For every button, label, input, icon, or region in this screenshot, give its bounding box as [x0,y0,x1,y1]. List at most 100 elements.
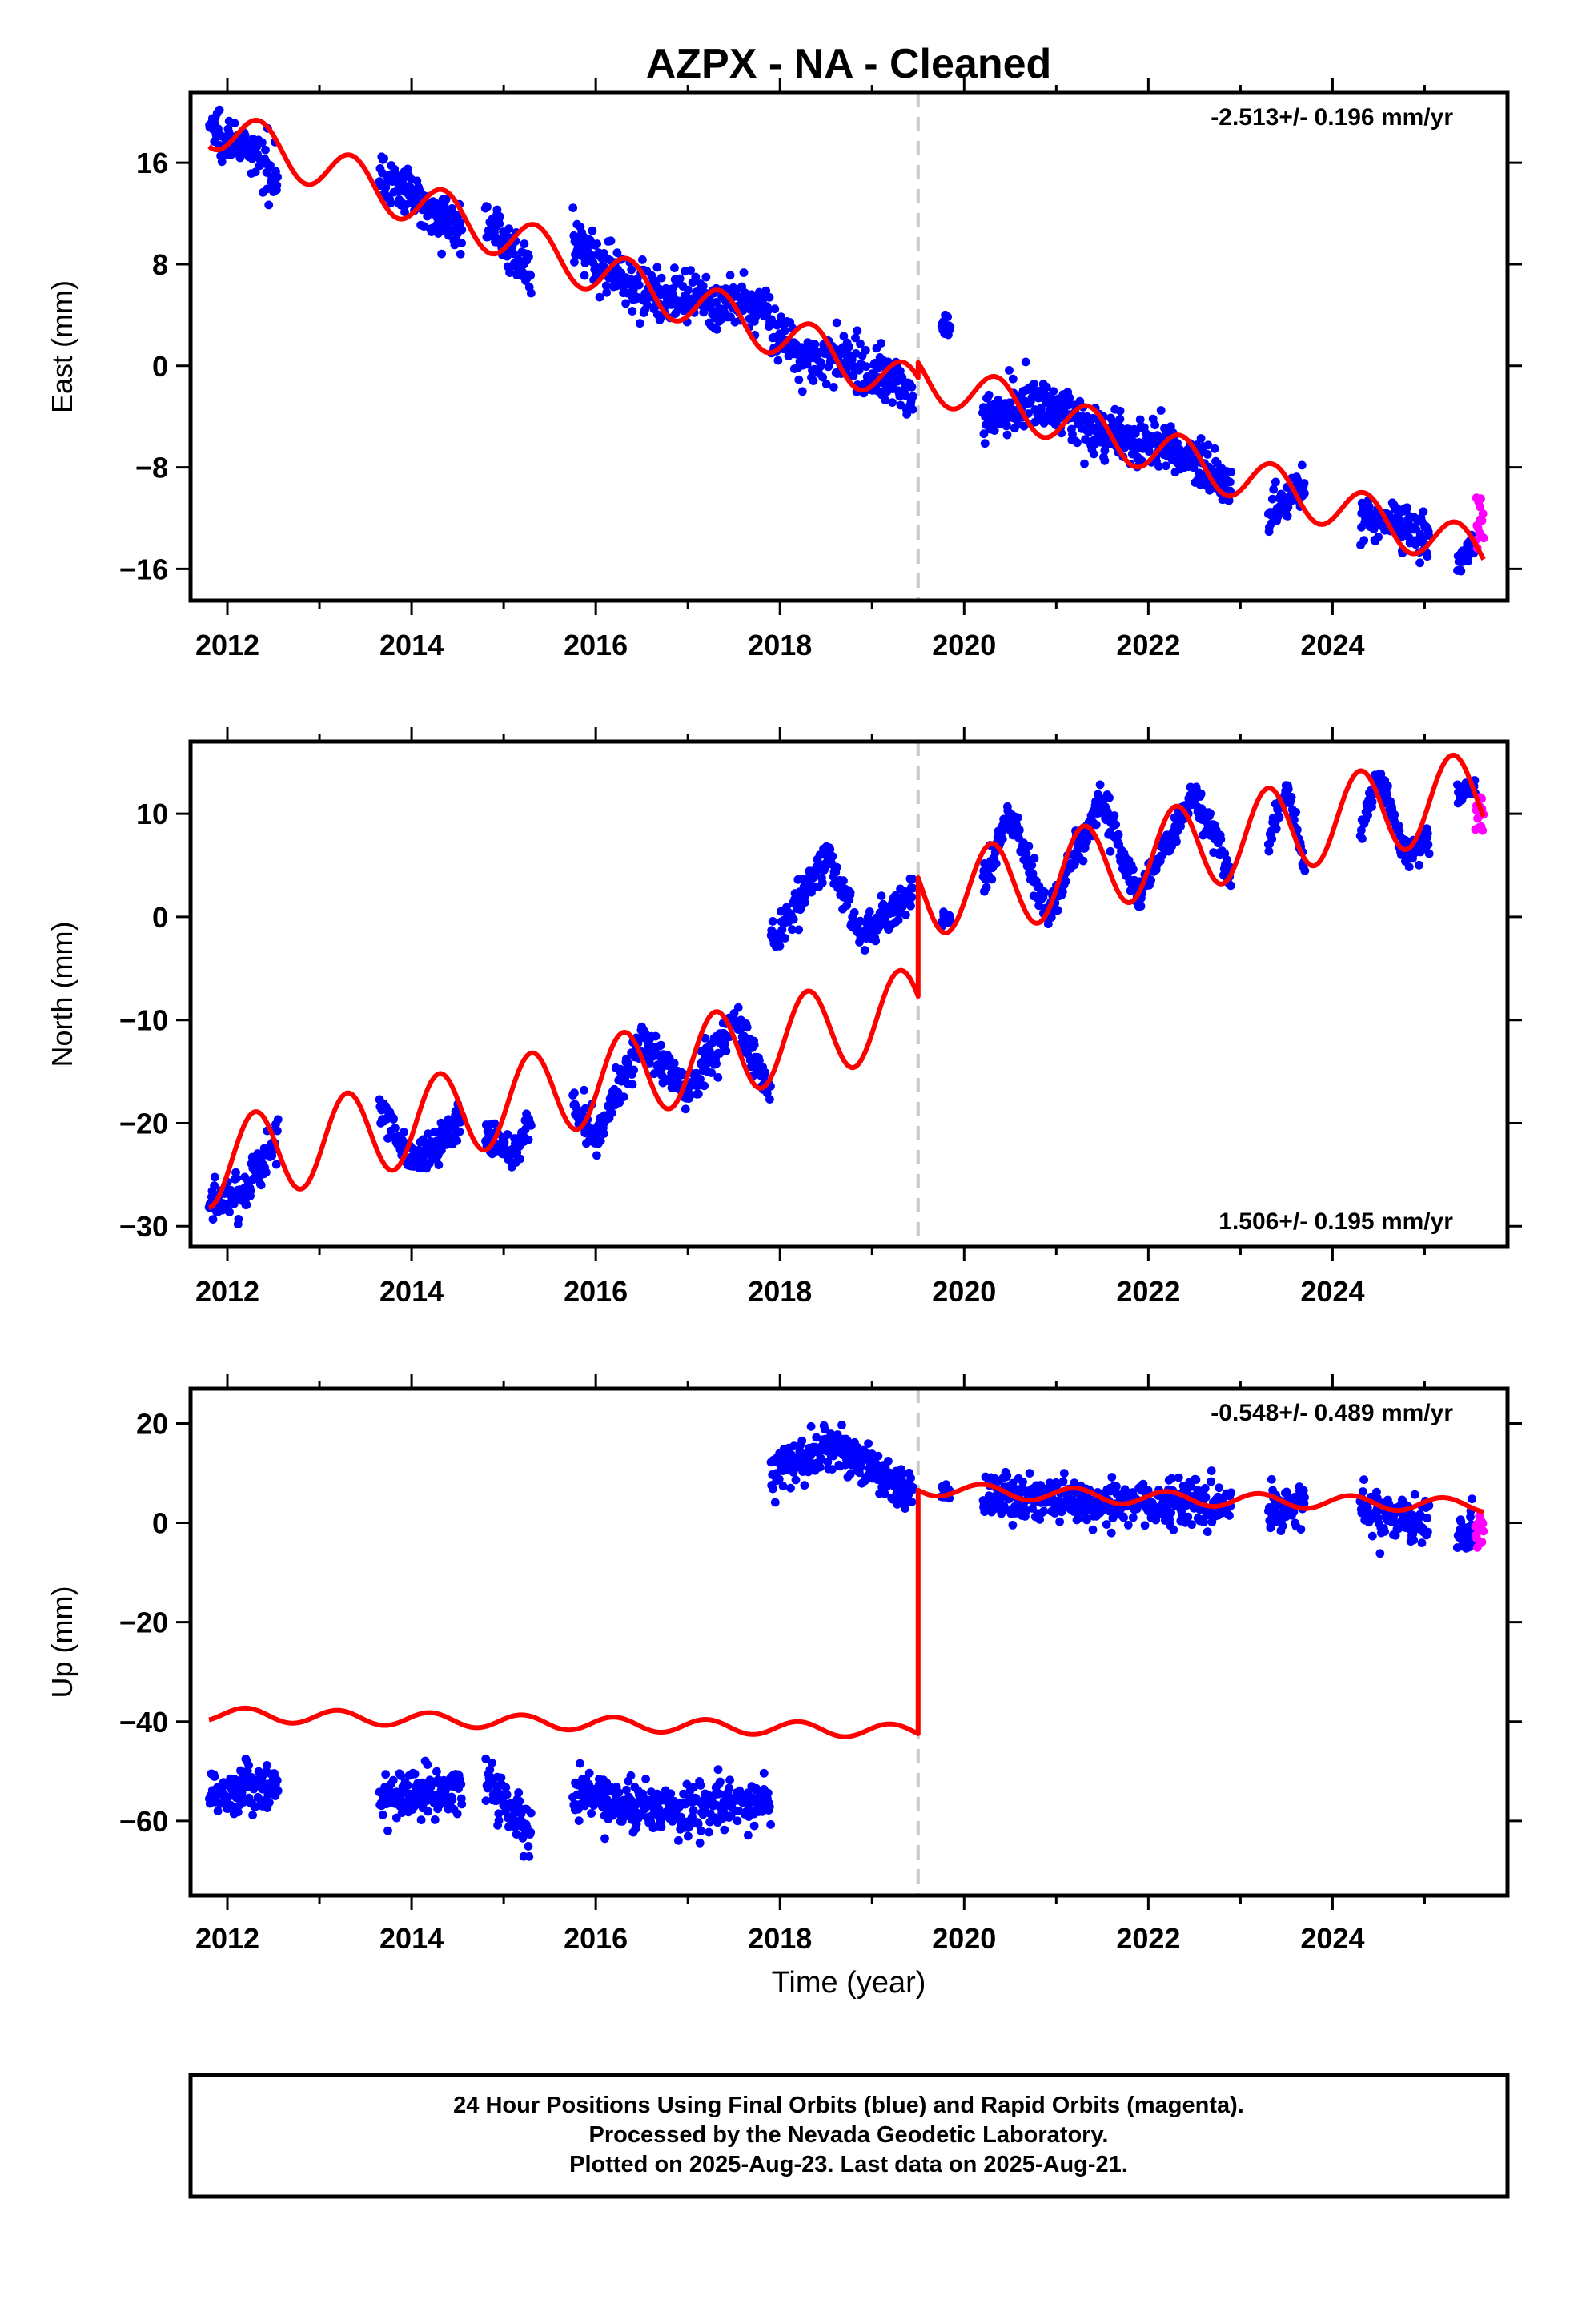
x-tick-label: 2012 [195,1275,259,1308]
y-tick-label: 8 [152,248,168,281]
final-orbit-point [619,1092,628,1101]
final-orbit-point [1291,807,1300,817]
y-tick-label: 0 [152,1507,168,1540]
final-orbit-point [272,180,282,190]
final-orbit-point [1374,533,1383,541]
rapid-orbit-point [1478,509,1488,518]
final-orbit-point [403,1780,412,1790]
final-orbit-point [600,1834,609,1844]
final-orbit-point [856,339,865,348]
final-orbit-point [1404,862,1414,871]
final-orbit-point [1390,810,1399,819]
final-orbit-point [1018,1477,1027,1486]
rapid-orbit-point [1476,502,1484,512]
final-orbit-point [503,1130,512,1139]
final-orbit-point [1002,430,1012,440]
final-orbit-point [770,1498,780,1507]
final-orbit-point [273,1115,283,1124]
final-orbit-point [908,404,917,414]
final-orbit-point [1227,468,1236,476]
final-orbit-point [1002,1470,1012,1480]
velocity-annotation: -0.548+/- 0.489 mm/yr [1211,1400,1453,1426]
final-orbit-point [1091,820,1101,830]
plot-frame [188,90,1510,603]
final-orbit-point [524,252,533,261]
final-orbit-point [864,1439,873,1448]
final-orbit-point [853,326,862,336]
final-orbit-point [587,1809,596,1818]
final-orbit-point [504,224,513,234]
final-orbit-point [1300,1493,1309,1502]
final-orbit-point [580,271,589,280]
final-orbit-point [388,1775,398,1785]
velocity-annotation: -2.513+/- 0.196 mm/yr [1211,104,1453,131]
final-orbit-point [1074,1514,1083,1523]
footer-line-2: Processed by the Nevada Geodetic Laborat… [589,2122,1109,2148]
final-orbit-point [946,322,955,332]
final-orbit-point [1203,440,1213,450]
final-orbit-point [828,852,837,861]
final-orbit-point [674,1835,683,1845]
final-orbit-point [744,1831,753,1840]
final-orbit-point [764,306,773,315]
final-orbit-point [244,1761,253,1770]
final-orbit-point [685,1092,695,1100]
final-orbit-point [696,1781,705,1790]
final-orbit-point [1106,1528,1116,1538]
final-orbit-point [492,205,502,215]
final-orbit-point [707,1068,717,1077]
final-orbit-point [670,263,679,272]
final-orbit-point [773,356,783,365]
final-orbit-point [1073,438,1082,448]
final-orbit-point [524,1842,533,1851]
final-orbit-point [495,219,504,228]
final-orbit-point [768,1484,777,1494]
final-orbit-point [1296,1525,1306,1534]
final-orbit-point [806,1421,816,1431]
final-orbit-point [839,332,849,341]
final-orbit-point [246,1186,255,1196]
final-orbit-point [802,360,812,369]
final-orbit-point [570,1088,579,1098]
final-orbit-point [1136,902,1146,911]
final-orbit-point [832,862,841,872]
final-orbit-point [691,272,701,282]
final-orbit-point [242,1200,251,1209]
final-orbit-point [1102,1520,1111,1529]
final-orbit-point [1174,1473,1183,1482]
final-orbit-point [873,1451,883,1461]
final-orbit-point [600,1129,608,1138]
final-orbit-point [946,915,955,923]
final-orbit-point [272,1775,282,1785]
final-orbit-point [434,1160,444,1169]
final-orbit-point [1021,357,1030,367]
final-orbit-point [383,1134,392,1143]
final-orbit-point [1410,1490,1419,1499]
final-orbit-point [234,1215,243,1224]
final-orbit-point [576,1759,584,1768]
rapid-orbit-point [1476,494,1485,504]
final-orbit-point [1123,1521,1133,1530]
final-orbit-point [626,1771,636,1780]
final-orbit-point [1002,420,1011,429]
rapid-orbit-point [1478,826,1488,835]
final-orbit-series [204,769,1480,1228]
final-orbit-point [456,249,465,259]
final-orbit-point [781,934,789,943]
final-orbit-point [627,265,636,275]
final-orbit-point [761,286,771,296]
final-orbit-point [273,172,282,182]
final-orbit-point [1417,1538,1427,1547]
final-orbit-point [839,876,848,886]
final-orbit-point [749,1821,759,1831]
final-orbit-point [1039,419,1049,428]
final-orbit-point [817,878,827,887]
final-orbit-point [391,1124,400,1132]
final-orbit-point [526,1827,536,1837]
final-orbit-point [602,287,612,297]
final-orbit-point [1084,428,1094,437]
y-tick-label: 10 [136,798,168,830]
x-tick-label: 2024 [1300,1922,1364,1955]
final-orbit-point [695,1838,705,1848]
final-orbit-point [736,1025,745,1034]
